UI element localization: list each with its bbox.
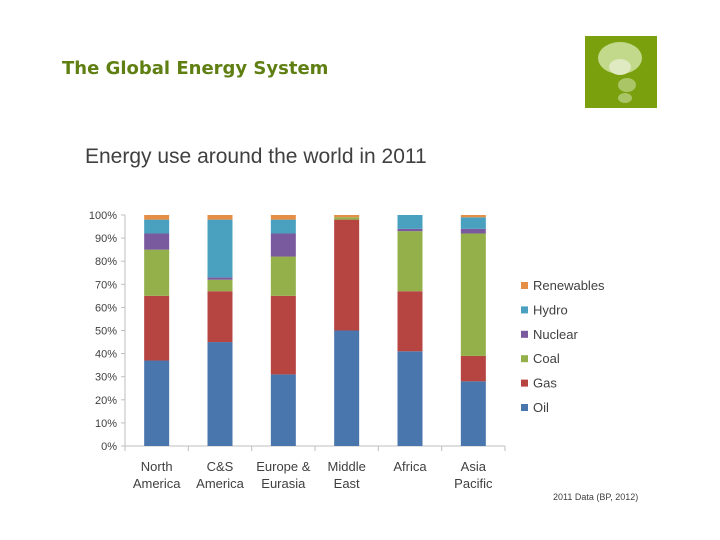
bar-segment-renewables xyxy=(270,215,296,220)
x-category-label: North xyxy=(141,459,173,474)
bar-segment-coal xyxy=(270,256,296,296)
bar-segment-renewables xyxy=(334,215,360,218)
x-category-label: East xyxy=(334,476,360,491)
y-tick-label: 40% xyxy=(95,349,117,361)
bar-segment-gas xyxy=(460,355,486,382)
y-tick-label: 30% xyxy=(95,372,117,384)
bar-segment-hydro xyxy=(270,219,296,234)
legend-label-oil: Oil xyxy=(533,400,549,415)
bar-segment-oil xyxy=(460,381,486,446)
speech-bubbles-icon xyxy=(585,36,657,108)
slide-title: The Global Energy System xyxy=(62,58,329,79)
y-tick-label: 60% xyxy=(95,302,117,314)
x-category-label: C&S xyxy=(207,459,234,474)
legend-label-renewables: Renewables xyxy=(533,278,605,293)
bar-segment-gas xyxy=(270,295,296,375)
y-tick-label: 80% xyxy=(95,256,117,268)
legend-swatch-gas xyxy=(521,379,528,387)
bar-segment-hydro xyxy=(207,219,233,278)
legend-swatch-renewables xyxy=(521,282,528,289)
y-tick-label: 20% xyxy=(95,395,117,407)
bar-segment-gas xyxy=(144,295,170,361)
x-category-label: Africa xyxy=(393,459,427,474)
legend-swatch-oil xyxy=(521,404,528,411)
bar-segment-nuclear xyxy=(397,228,423,232)
chart-title: Energy use around the world in 2011 xyxy=(85,145,427,168)
bar-segment-oil xyxy=(397,351,423,446)
y-tick-label: 10% xyxy=(95,418,117,430)
bar-segment-renewables xyxy=(460,215,486,218)
bar-segment-nuclear xyxy=(460,228,486,234)
bar-segment-hydro xyxy=(144,219,170,234)
bar-segment-coal xyxy=(334,217,360,220)
bar-segment-coal xyxy=(397,231,423,292)
x-category-label: Pacific xyxy=(454,476,493,491)
bar-segment-oil xyxy=(144,360,170,446)
bar-segment-renewables xyxy=(144,215,170,220)
bar-segment-hydro xyxy=(460,217,486,229)
x-category-label: Asia xyxy=(461,459,487,474)
bar-segment-gas xyxy=(334,219,360,331)
bar-segment-coal xyxy=(460,233,486,356)
legend-label-hydro: Hydro xyxy=(533,302,568,317)
bar-segment-coal xyxy=(144,249,170,296)
bar-segment-gas xyxy=(397,291,423,352)
x-category-label: America xyxy=(196,476,244,491)
bar-segment-oil xyxy=(207,342,233,446)
bar-segment-renewables xyxy=(207,215,233,220)
legend-label-nuclear: Nuclear xyxy=(533,327,578,342)
bar-segment-oil xyxy=(334,330,360,446)
legend-label-gas: Gas xyxy=(533,376,557,391)
bar-segment-nuclear xyxy=(207,277,233,280)
source-note: 2011 Data (BP, 2012) xyxy=(553,492,639,502)
legend-swatch-coal xyxy=(521,355,528,363)
bar-segment-oil xyxy=(270,374,296,446)
x-category-label: Europe & xyxy=(256,459,311,474)
y-tick-label: 100% xyxy=(89,210,117,222)
logo-bubble-large xyxy=(598,42,642,74)
bar-segment-coal xyxy=(207,279,233,292)
logo-bubble-small xyxy=(618,93,632,103)
y-tick-label: 50% xyxy=(95,326,117,338)
legend-swatch-nuclear xyxy=(521,330,528,338)
y-tick-label: 90% xyxy=(95,233,117,245)
x-category-label: America xyxy=(133,476,181,491)
legend-label-coal: Coal xyxy=(533,351,560,366)
y-tick-label: 70% xyxy=(95,279,117,291)
y-tick-label: 0% xyxy=(101,441,117,453)
logo-bubble-highlight xyxy=(609,59,631,75)
bar-segment-hydro xyxy=(397,215,423,229)
legend-swatch-hydro xyxy=(521,306,528,314)
bar-segment-gas xyxy=(207,291,233,343)
x-category-label: Middle xyxy=(328,459,366,474)
bar-segment-nuclear xyxy=(144,233,170,250)
bar-segment-nuclear xyxy=(270,233,296,257)
x-category-label: Eurasia xyxy=(261,476,306,491)
logo-bubble-medium xyxy=(618,78,636,92)
